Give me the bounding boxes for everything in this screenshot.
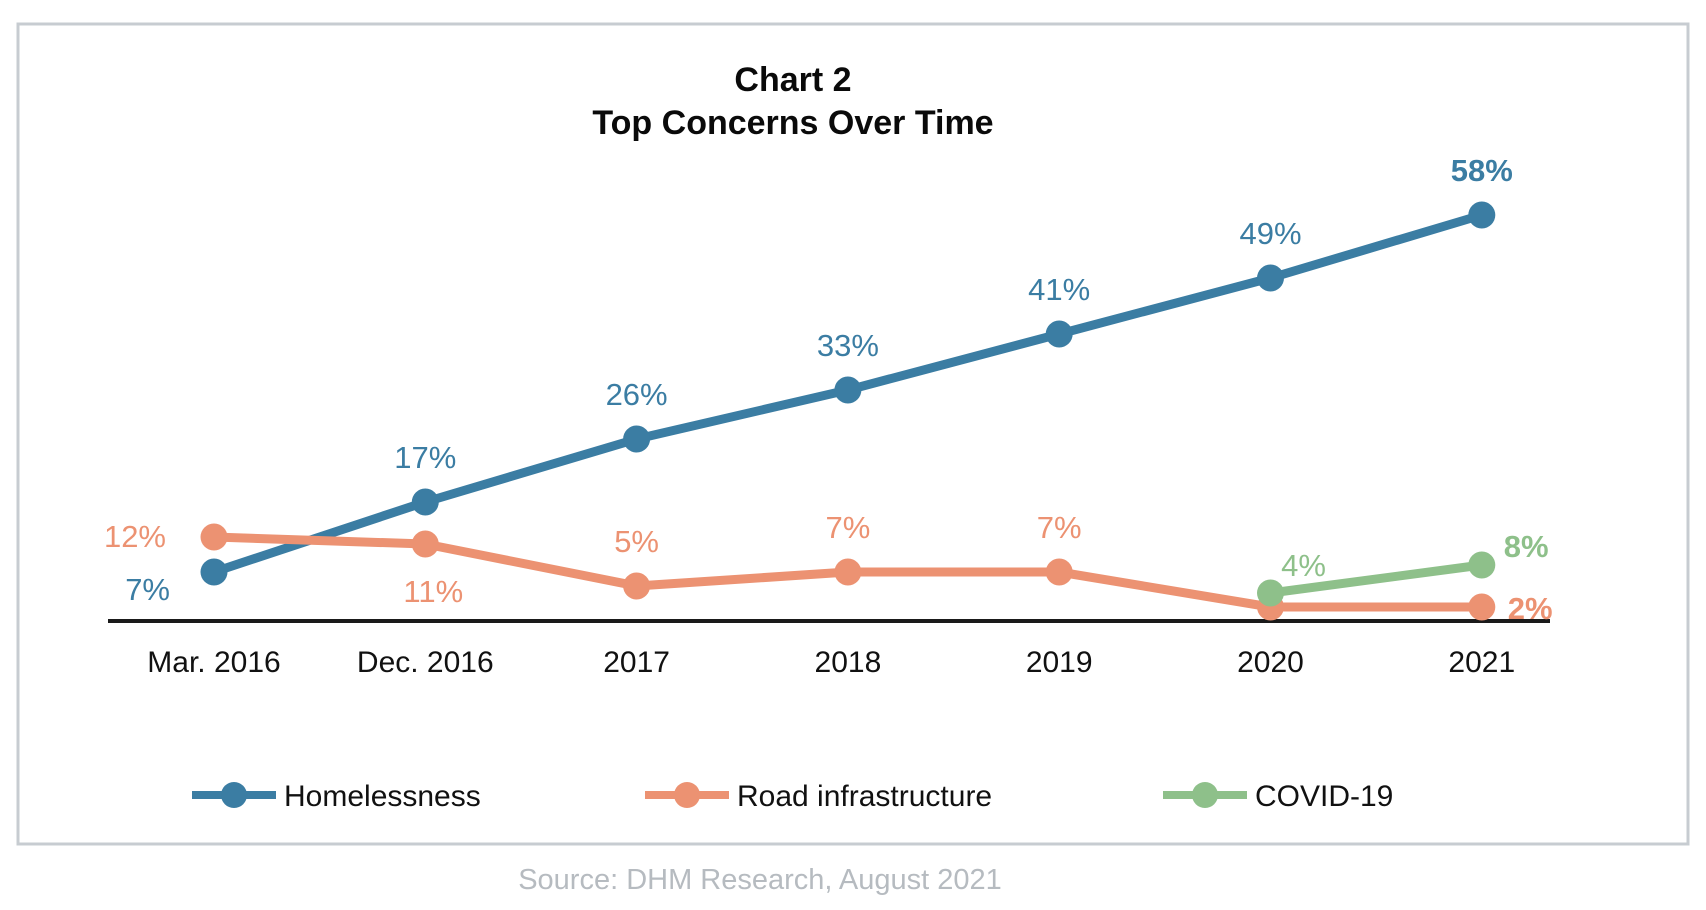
data-label: 7%	[825, 510, 870, 545]
x-axis-label: 2020	[1237, 646, 1304, 679]
data-label: 8%	[1504, 529, 1549, 564]
legend-label: Road infrastructure	[737, 780, 992, 813]
data-label: 17%	[394, 440, 456, 475]
legend-label: Homelessness	[284, 780, 481, 813]
x-axis-label: Dec. 2016	[357, 646, 494, 679]
chart-legend: Homelessness Road infrastructure COVID-19	[192, 780, 1393, 813]
chart-border	[16, 22, 1690, 846]
data-label: 49%	[1239, 216, 1301, 251]
data-label: 2%	[1508, 591, 1553, 626]
legend-marker-icon	[1192, 782, 1218, 808]
plot-area: Mar. 2016 Dec. 2016 2017 2018 2019 2020 2021 7%…	[104, 153, 1553, 679]
legend-marker-icon	[674, 782, 700, 808]
chart-title: Chart 2	[734, 61, 851, 99]
data-label: 4%	[1281, 548, 1326, 583]
source-caption: Source: DHM Research, August 2021	[518, 864, 1002, 896]
data-label: 11%	[403, 574, 463, 609]
data-point	[1045, 320, 1073, 348]
data-point	[623, 572, 651, 600]
data-label: 26%	[606, 377, 668, 412]
data-label: 7%	[125, 572, 170, 607]
data-point	[200, 523, 228, 551]
data-point	[1045, 558, 1073, 586]
data-point	[411, 530, 439, 558]
data-point	[834, 376, 862, 404]
data-label: 5%	[614, 524, 659, 559]
legend-item-homelessness: Homelessness	[192, 780, 481, 813]
legend-label: COVID-19	[1255, 780, 1393, 813]
data-label: 12%	[104, 519, 166, 554]
x-axis-label: 2018	[815, 646, 882, 679]
legend-item-road-infrastructure: Road infrastructure	[645, 780, 992, 813]
x-axis-label: 2019	[1026, 646, 1093, 679]
data-point	[1468, 593, 1496, 621]
chart-subtitle: Top Concerns Over Time	[592, 104, 993, 142]
data-label: 58%	[1451, 153, 1513, 188]
data-label: 7%	[1037, 510, 1082, 545]
x-axis-label: 2017	[603, 646, 670, 679]
data-point	[200, 558, 228, 586]
data-point	[1468, 201, 1496, 229]
data-point	[411, 488, 439, 516]
data-label: 33%	[817, 328, 879, 363]
data-point	[1468, 551, 1496, 579]
legend-item-covid-19: COVID-19	[1163, 780, 1393, 813]
x-axis-label: Mar. 2016	[147, 646, 280, 679]
data-point	[623, 425, 651, 453]
x-axis-label: 2021	[1448, 646, 1515, 679]
data-point	[1257, 579, 1284, 607]
data-label: 41%	[1028, 272, 1090, 307]
series-line-covid-19	[1266, 560, 1487, 598]
legend-marker-icon	[221, 782, 247, 808]
data-point	[1257, 264, 1284, 292]
data-point	[834, 558, 862, 586]
